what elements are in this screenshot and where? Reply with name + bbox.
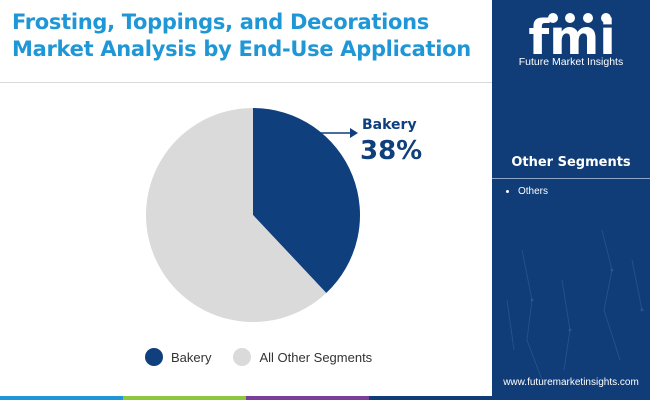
other-segments-item: Others xyxy=(506,186,548,197)
legend-item-bakery: Bakery xyxy=(145,348,211,366)
legend-item-other: All Other Segments xyxy=(233,348,372,366)
legend-label-other: All Other Segments xyxy=(259,349,373,365)
bullet-icon xyxy=(506,190,509,193)
chart-legend: Bakery All Other Segments xyxy=(145,348,394,366)
sidebar: fmi Future Market Insights Other Segment… xyxy=(492,0,650,400)
callout-value: 38% xyxy=(360,136,423,166)
bottom-color-bar xyxy=(0,396,492,400)
title-divider xyxy=(0,82,492,83)
pie-chart xyxy=(145,108,360,322)
other-segments-title: Other Segments xyxy=(511,155,631,170)
fmi-logo: fmi xyxy=(528,10,615,66)
sidebar-background-pattern xyxy=(506,229,644,381)
callout-label: Bakery xyxy=(362,117,417,133)
bottom-bar-segment-2 xyxy=(123,396,246,400)
other-segments-divider xyxy=(492,178,650,179)
logo-dot-icon-3 xyxy=(583,13,593,23)
chart-title-line-2: Market Analysis by End-Use Application xyxy=(12,37,471,61)
pie-chart-area xyxy=(0,90,492,390)
legend-label-bakery: Bakery xyxy=(171,349,212,365)
chart-title: Frosting, Toppings, and Decorations Mark… xyxy=(12,9,487,63)
logo-dot-icon-4 xyxy=(601,13,611,23)
bottom-bar-segment-3 xyxy=(246,396,369,400)
bottom-bar-segment-1 xyxy=(0,396,123,400)
bottom-bar-segment-4 xyxy=(369,396,492,400)
logo-tagline: Future Market Insights xyxy=(518,56,624,68)
logo-dot-icon-2 xyxy=(565,13,575,23)
legend-swatch-other xyxy=(233,348,252,366)
legend-swatch-bakery xyxy=(145,348,163,366)
pie-slice-all-other-segments xyxy=(145,108,327,322)
other-segments-item-label: Others xyxy=(518,186,549,197)
chart-title-line-1: Frosting, Toppings, and Decorations xyxy=(12,10,429,34)
logo-dot-icon-1 xyxy=(548,13,558,23)
callout-arrow-head-icon xyxy=(350,128,358,138)
website-url[interactable]: www.futuremarketinsights.com xyxy=(503,377,639,388)
pie-slice-bakery xyxy=(253,108,360,293)
